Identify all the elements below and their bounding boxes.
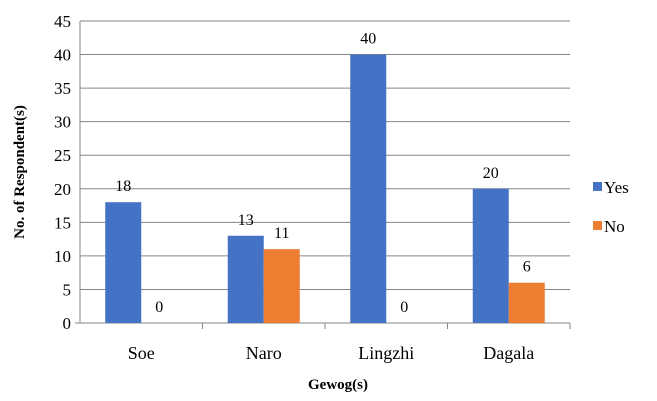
x-tick-label: Dagala	[483, 343, 534, 363]
y-tick-label: 40	[54, 46, 71, 65]
y-tick-label: 10	[54, 247, 71, 266]
data-label-yes-naro: 13	[238, 212, 254, 229]
legend-label-no: No	[604, 217, 625, 236]
y-tick-label: 5	[63, 280, 72, 299]
data-label-yes-dagala: 20	[483, 165, 499, 182]
tick-labels: 0 5 10 15 20 25 30 35 40 45 Soe Naro Lingzhi Dagala	[54, 12, 534, 363]
y-tick-label: 30	[54, 113, 71, 132]
legend-label-yes: Yes	[604, 178, 629, 197]
y-tick-label: 15	[54, 213, 71, 232]
bar-yes-soe	[105, 202, 142, 323]
data-label-no-soe: 0	[155, 299, 163, 316]
data-label-no-naro: 11	[274, 225, 289, 242]
x-tick-label: Naro	[246, 343, 282, 363]
legend-swatch-no	[593, 221, 602, 230]
gridlines	[80, 20, 570, 290]
bar-yes-lingzhi	[350, 54, 387, 324]
bars	[105, 54, 545, 324]
data-labels: 18 0 13 11 40 0 20 6	[115, 31, 531, 316]
bar-no-naro	[263, 249, 300, 323]
data-label-yes-soe: 18	[115, 178, 131, 195]
data-label-yes-lingzhi: 40	[360, 31, 376, 48]
bar-yes-dagala	[472, 188, 509, 323]
x-tick-label: Lingzhi	[358, 343, 414, 363]
legend-swatch-yes	[593, 182, 602, 191]
bar-no-dagala	[508, 282, 545, 323]
data-label-no-lingzhi: 0	[400, 299, 408, 316]
data-label-no-dagala: 6	[523, 259, 531, 276]
x-tick-label: Soe	[128, 343, 155, 363]
legend: Yes No	[593, 178, 629, 236]
y-axis-title: No. of Respondent(s)	[12, 105, 28, 239]
y-tick-label: 25	[54, 146, 71, 165]
y-tick-label: 0	[63, 314, 72, 333]
y-tick-label: 20	[54, 180, 71, 199]
bar-yes-naro	[227, 235, 264, 323]
y-tick-label: 45	[54, 12, 71, 31]
x-axis-title: Gewog(s)	[308, 377, 368, 393]
y-tick-label: 35	[54, 79, 71, 98]
